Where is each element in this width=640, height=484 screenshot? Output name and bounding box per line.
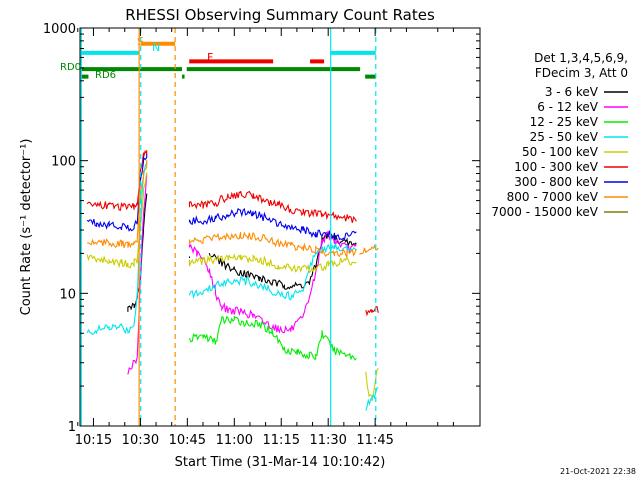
x-tick-label: 11:30: [309, 433, 346, 448]
rd0-label: RD0: [60, 62, 81, 73]
x-axis-label: Start Time (31-Mar-14 10:10:42): [175, 455, 386, 470]
flare-label: F: [207, 51, 213, 64]
x-tick-label: 10:30: [122, 433, 159, 448]
tail-segment: [365, 305, 379, 317]
saa-label: S: [137, 35, 144, 48]
legend-label: 50 - 100 keV: [522, 145, 599, 159]
series-line-25-50-kev: [86, 162, 357, 335]
series-line-6-12-kev: [127, 174, 357, 375]
y-tick-label: 1000: [43, 22, 76, 37]
legend-label: 12 - 25 keV: [530, 115, 599, 129]
series-line-12-25-kev: [188, 315, 357, 361]
x-tick-label: 11:45: [356, 433, 393, 448]
x-tick-label: 10:15: [75, 433, 112, 448]
series-line-800-7000-kev: [87, 159, 357, 258]
series-line-100-300-kev: [86, 149, 357, 223]
legend: Det 1,3,4,5,6,9, FDecim 3, Att 0 3 - 6 k…: [491, 51, 628, 219]
legend-label: 100 - 300 keV: [514, 160, 598, 174]
tail-segment: [359, 244, 379, 255]
y-tick-label: 1: [68, 420, 76, 435]
legend-label: 7000 - 15000 keV: [491, 205, 598, 219]
legend-label: 3 - 6 keV: [545, 85, 599, 99]
x-tick-label: 11:00: [216, 433, 253, 448]
y-tick-label: 100: [51, 155, 76, 170]
legend-header-line1: Det 1,3,4,5,6,9,: [534, 51, 628, 65]
series-line-300-800-kev: [86, 154, 357, 242]
legend-label: 25 - 50 keV: [530, 130, 599, 144]
rd6-label: RD6: [95, 70, 116, 81]
y-tick-label: 10: [59, 287, 76, 302]
night-label: N: [152, 41, 160, 54]
chart-title: RHESSI Observing Summary Count Rates: [125, 6, 435, 24]
legend-label: 300 - 800 keV: [514, 175, 598, 189]
plot-frame: [79, 27, 481, 427]
y-axis-label: Count Rate (s⁻¹ detector⁻¹): [19, 139, 34, 316]
legend-label: 6 - 12 keV: [537, 100, 599, 114]
x-tick-label: 10:45: [169, 433, 206, 448]
legend-header-line2: FDecim 3, Att 0: [535, 66, 628, 80]
legend-label: 800 - 7000 keV: [507, 190, 599, 204]
x-tick-label: 11:15: [263, 433, 300, 448]
series-line-50-100-kev: [86, 172, 357, 274]
timestamp: 21-Oct-2021 22:38: [560, 467, 636, 476]
